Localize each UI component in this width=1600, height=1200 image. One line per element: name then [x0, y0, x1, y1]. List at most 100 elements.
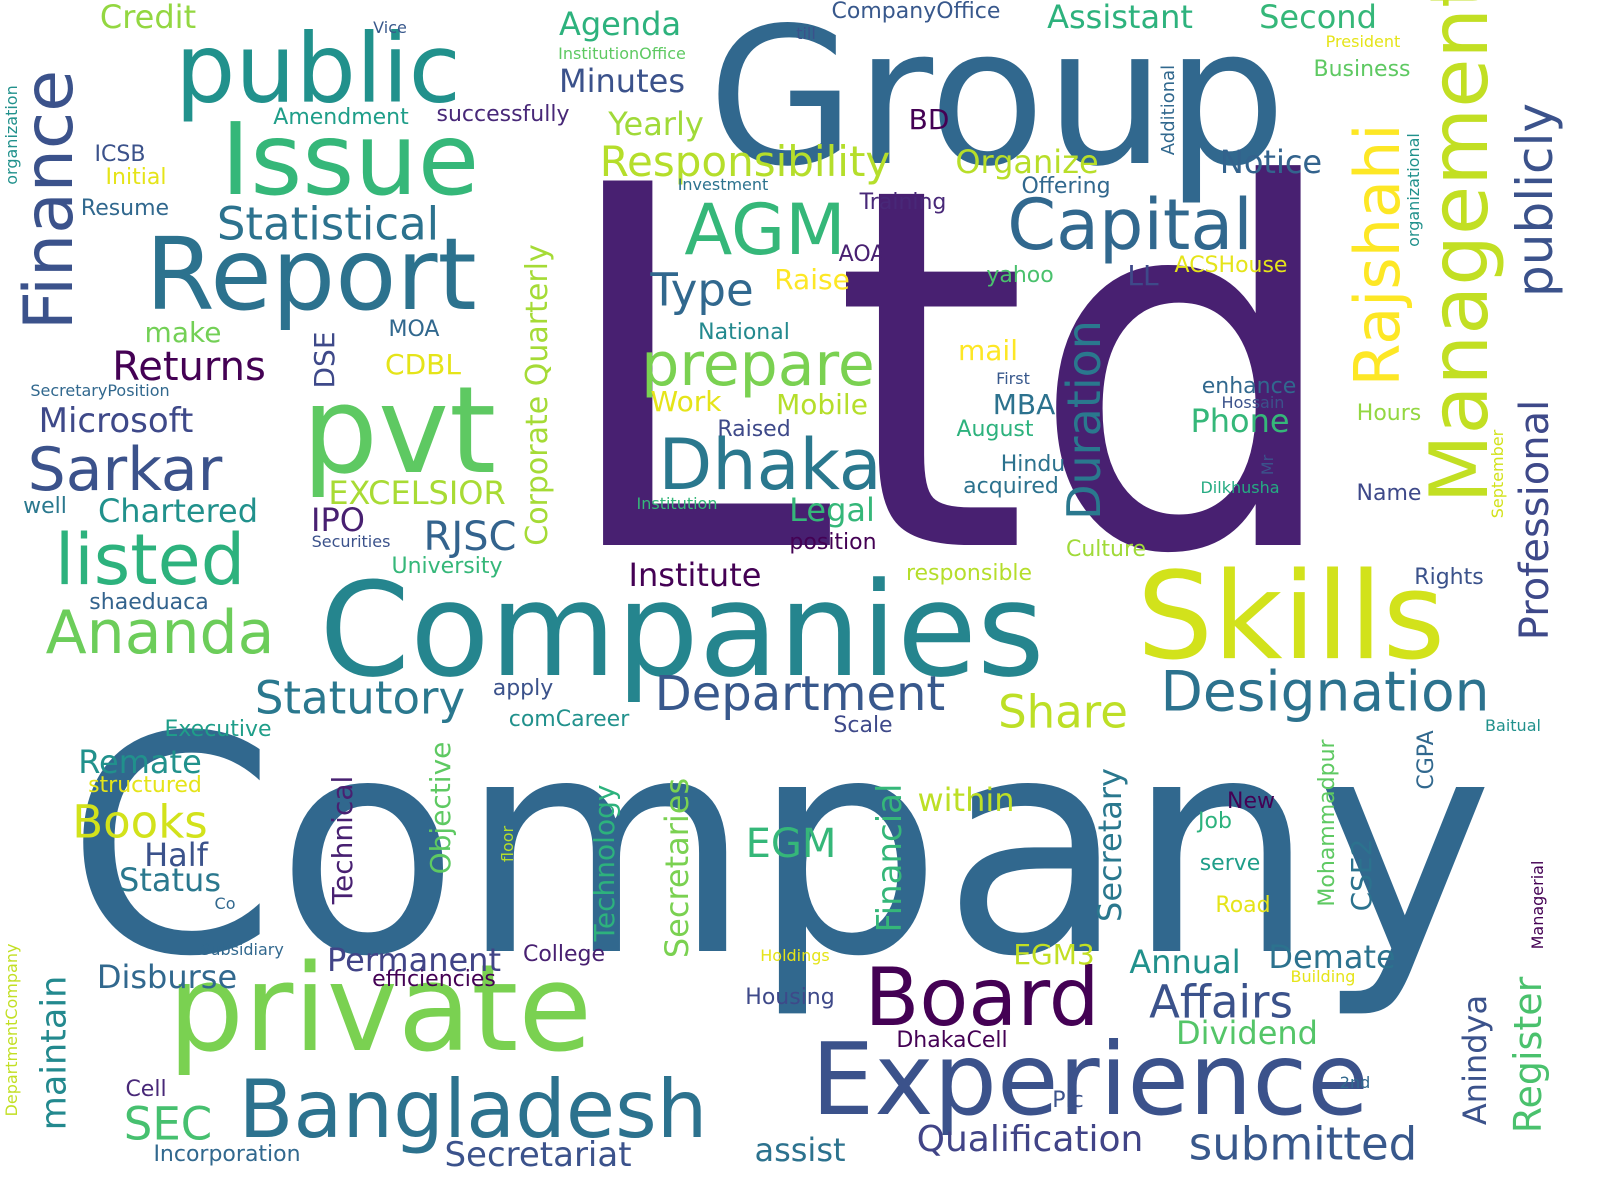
word-structured: structured — [88, 773, 202, 798]
word-financial: Financial — [870, 783, 910, 933]
word-prepare: prepare — [641, 330, 875, 400]
word-company: Company — [66, 673, 1494, 1022]
word-offering: Offering — [1021, 174, 1111, 199]
word-books: Books — [72, 795, 208, 849]
word-skills: Skills — [1136, 548, 1446, 687]
word-moa: MOA — [388, 317, 440, 342]
word-half: Half — [144, 836, 208, 874]
word-remate: Remate — [78, 743, 202, 781]
word-dividend: Dividend — [1176, 1014, 1318, 1052]
word-shaeduaca: shaeduaca — [89, 590, 209, 615]
word-sec: SEC — [123, 1097, 213, 1151]
word-cse2: CSE2 — [1345, 838, 1378, 912]
word-comcareer: comCareer — [508, 707, 630, 732]
word-name: Name — [1356, 481, 1422, 506]
word-rajshahi: Rajshahi — [1341, 123, 1414, 387]
word-egm: EGM — [745, 821, 837, 867]
word-organization: organization — [2, 85, 21, 185]
word-egm3: EGM3 — [1013, 938, 1095, 971]
word-institute: Institute — [628, 556, 762, 594]
word-agm: AGM — [684, 189, 846, 271]
word-university: University — [391, 554, 503, 579]
word-culture: Culture — [1065, 537, 1147, 562]
word-share: Share — [998, 685, 1128, 739]
word-bd: BD — [908, 103, 950, 136]
word-co: Co — [214, 894, 236, 913]
word-register: Register — [1506, 976, 1550, 1134]
word-managerial: Managerial — [1528, 860, 1547, 950]
word-acshouse: ACSHouse — [1174, 253, 1288, 278]
word-experience: Experience — [811, 1021, 1369, 1138]
word-secretariat: Secretariat — [444, 1135, 632, 1175]
word-organizational: organizational — [1404, 133, 1423, 247]
word-professional: Professional — [1512, 399, 1558, 641]
word-mobile: Mobile — [776, 388, 868, 421]
word-issue: Issue — [220, 101, 480, 218]
word-yahoo: yahoo — [986, 263, 1054, 288]
word-till: till — [796, 24, 816, 43]
word-responsible: responsible — [905, 561, 1033, 586]
word-institutionoffice: InstitutionOffice — [558, 44, 686, 63]
word-dse: DSE — [308, 331, 341, 389]
word-within: within — [917, 781, 1015, 819]
word-capital: Capital — [1007, 184, 1253, 266]
word-objective: Objective — [424, 741, 457, 875]
word-excelsior: EXCELSIOR — [328, 474, 506, 512]
word-plc: Plc — [1052, 1088, 1084, 1113]
word-designation: Designation — [1160, 659, 1490, 724]
word-ll: LL — [1127, 259, 1159, 292]
word-vice: Vice — [373, 18, 407, 37]
word-resume: Resume — [80, 196, 170, 221]
word-maintain: maintain — [34, 975, 75, 1131]
word-raise: Raise — [774, 263, 850, 296]
word-2nd: 2nd — [1339, 1073, 1371, 1092]
word-secretaryposition: SecretaryPosition — [30, 381, 170, 400]
word-first: First — [996, 369, 1030, 388]
word-annual: Annual — [1129, 943, 1241, 981]
word-acquired: acquired — [963, 474, 1059, 499]
word-training: Training — [859, 190, 947, 215]
word-yearly: Yearly — [608, 105, 704, 143]
word-mba: MBA — [992, 388, 1056, 421]
word-scale: Scale — [833, 713, 893, 738]
word-legal: Legal — [789, 491, 875, 529]
word-permanent: Permanent — [326, 941, 502, 979]
word-secretaries: Secretaries — [658, 777, 696, 959]
word-pvt: pvt — [301, 362, 497, 501]
word-second: Second — [1259, 0, 1377, 36]
word-phone: Phone — [1190, 402, 1290, 440]
word-publicly: publicly — [1506, 103, 1564, 297]
word-dhaka: Dhaka — [658, 424, 882, 506]
word-credit: Credit — [99, 0, 197, 36]
word-public: public — [175, 14, 461, 125]
word-listed: listed — [54, 519, 246, 601]
word-mohammadpur: Mohammadpur — [1315, 739, 1340, 907]
word-companies: Companies — [319, 554, 1045, 706]
word-type: Type — [650, 263, 754, 317]
word-enhance: enhance — [1201, 374, 1297, 399]
word-mr: Mr — [1258, 454, 1277, 476]
word-new: New — [1227, 789, 1275, 814]
word-technology: Technology — [588, 784, 621, 942]
word-incorporation: Incorporation — [153, 1142, 301, 1167]
word-make: make — [144, 316, 222, 349]
word-position: position — [789, 530, 877, 555]
word-business: Business — [1313, 57, 1411, 82]
word-efficiencies: efficiencies — [372, 967, 496, 992]
word-college: College — [522, 942, 606, 967]
word-submitted: submitted — [1188, 1117, 1418, 1171]
word-investment: Investment — [677, 175, 769, 194]
word-additional: Additional — [1158, 64, 1179, 156]
word-corporate-quarterly: Corporate Quarterly — [520, 244, 555, 546]
word-sarkar: Sarkar — [27, 435, 223, 505]
word-responsibility: Responsibility — [599, 137, 891, 186]
word-departmentcompany: DepartmentCompany — [2, 943, 21, 1117]
word-ananda: Ananda — [45, 598, 275, 668]
word-organize: Organize — [955, 143, 1099, 181]
word-assist: assist — [754, 1131, 846, 1169]
word-ipo: IPO — [311, 501, 365, 539]
word-technical: Technical — [326, 775, 359, 905]
word-raised: Raised — [717, 417, 791, 442]
word-statutory: Statutory — [254, 671, 466, 725]
